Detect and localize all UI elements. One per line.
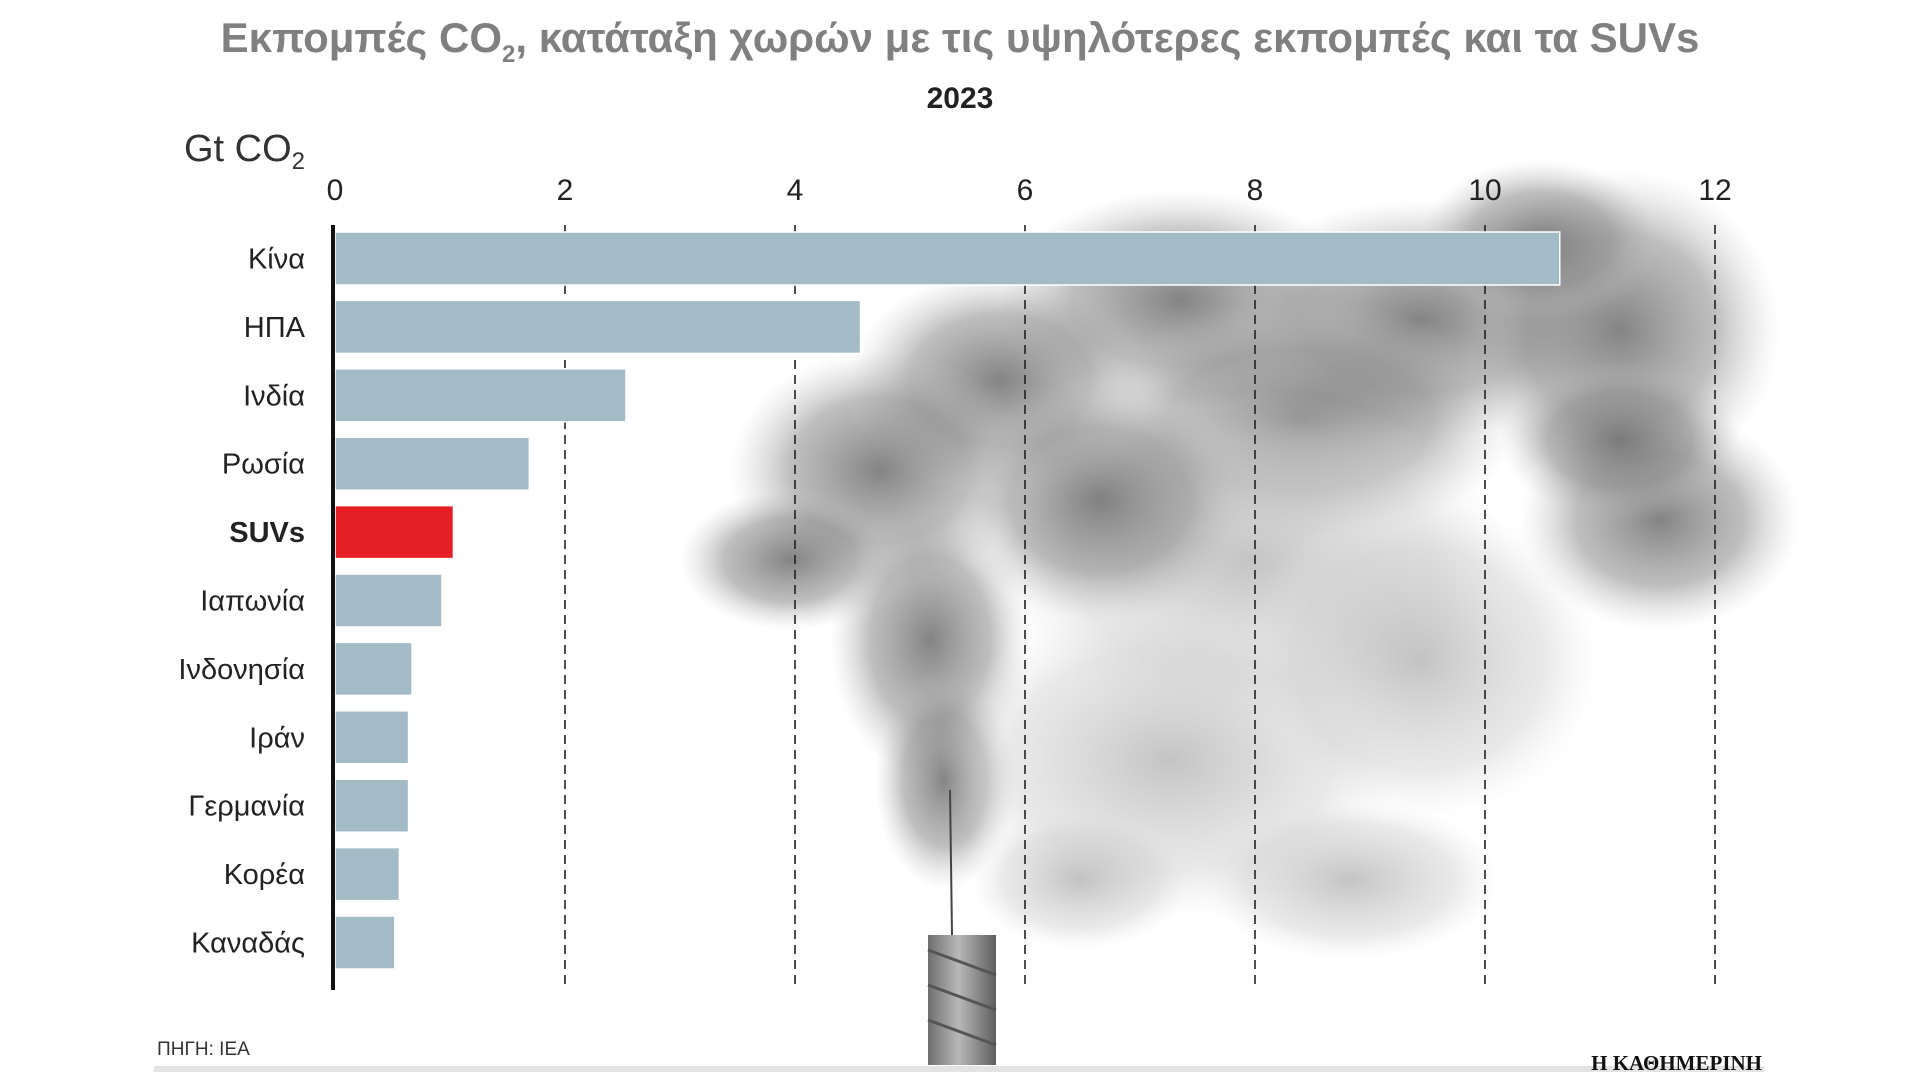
title-subscript: 2 — [502, 41, 515, 68]
title-main: Εκπομπές CO — [221, 14, 502, 61]
category-label: Γερμανία — [188, 791, 305, 823]
bar-country — [334, 641, 413, 697]
x-tick-label: 4 — [787, 174, 804, 207]
category-label: Κορέα — [224, 859, 305, 891]
x-tick-label: 8 — [1247, 174, 1264, 207]
x-tick-label: 12 — [1698, 174, 1731, 207]
bar-country — [334, 299, 862, 355]
x-tick-label: 2 — [557, 174, 574, 207]
bar-country — [334, 573, 443, 628]
source-text: ΠΗΓΗ: IEA — [157, 1039, 250, 1060]
bar-country — [334, 778, 410, 833]
chart-subtitle: 2023 — [927, 82, 994, 115]
title-rest: , κατάταξη χωρών με τις υψηλότερες εκπομ… — [515, 14, 1699, 61]
x-tick-label: 10 — [1468, 174, 1501, 207]
category-label: Ιαπωνία — [200, 586, 305, 618]
bar-country — [334, 368, 627, 423]
smoke-puff — [1500, 360, 1740, 520]
bars — [334, 231, 1561, 970]
bar-country — [334, 915, 396, 970]
x-tick-label: 0 — [327, 174, 344, 207]
chimney-illustration — [927, 789, 997, 1065]
category-label: Καναδάς — [191, 928, 305, 960]
bar-country — [334, 710, 410, 765]
x-tick-labels: 0 2 4 6 8 10 12 — [327, 174, 1732, 207]
unit-main: Gt CO — [184, 128, 292, 170]
bar-country — [334, 436, 531, 491]
smoke-puff — [970, 810, 1190, 950]
category-label: Ινδία — [243, 380, 305, 412]
bar-country — [334, 231, 1561, 286]
category-label: Ιράν — [249, 722, 305, 754]
chart-title: Εκπομπές CO2, κατάταξη χωρών με τις υψηλ… — [221, 14, 1700, 68]
category-labels: Κίνα ΗΠΑ Ινδία Ρωσία SUVs Ιαπωνία Ινδονησία Ιρά… — [178, 244, 305, 960]
footer-bar — [154, 1066, 1764, 1072]
smoke-puff — [1200, 800, 1500, 960]
unit-label: Gt CO2 — [184, 128, 305, 175]
category-label: Ρωσία — [222, 449, 305, 481]
category-label: Κίνα — [248, 244, 305, 276]
x-tick-label: 6 — [1017, 174, 1034, 207]
category-label: SUVs — [229, 517, 305, 549]
category-label: Ινδονησία — [178, 654, 305, 686]
bar-country — [334, 846, 401, 902]
publisher-logo: Η ΚΑΘΗΜΕΡΙΝΗ — [1591, 1051, 1762, 1075]
smoke-puff — [1240, 500, 1600, 820]
bar-suvs — [334, 504, 455, 560]
smoke-puff — [950, 380, 1250, 620]
unit-subscript: 2 — [292, 148, 305, 175]
category-label: ΗΠΑ — [244, 312, 306, 344]
